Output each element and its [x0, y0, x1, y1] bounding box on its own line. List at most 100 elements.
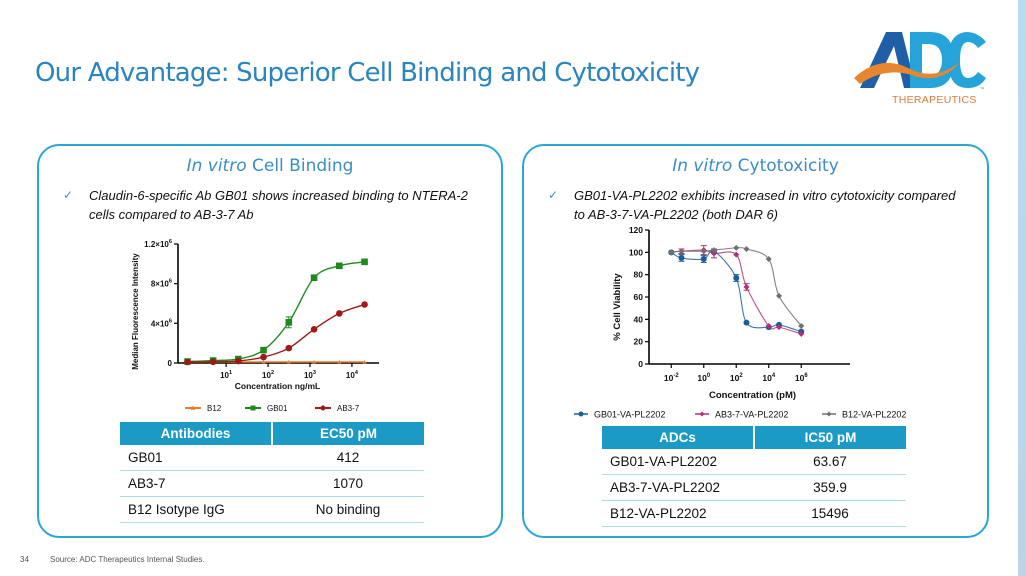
data-point-b12: [286, 360, 291, 364]
source-note: Source: ADC Therapeutics Internal Studie…: [50, 555, 205, 564]
data-point-gb01-va-pl2202: [733, 275, 740, 282]
data-point-ab3-7: [260, 353, 267, 361]
table-row: B12-VA-PL2202 15496: [602, 500, 906, 527]
series-line-ab3-7-va-pl2202: [671, 249, 802, 335]
cell-binding-panel: In vitro Cell Binding ✓ Claudin-6-specif…: [37, 144, 503, 538]
check-icon: ✓: [63, 188, 74, 202]
legend-marker: [699, 411, 705, 417]
data-point-gb01: [336, 262, 343, 270]
bullet-text: Claudin-6-specific Ab GB01 shows increas…: [89, 188, 468, 222]
data-point-b12: [261, 360, 266, 364]
ic50-table: ADCs IC50 pM GB01-VA-PL2202 63.67 AB3-7-V…: [602, 426, 906, 527]
table-cell: GB01: [120, 445, 272, 471]
legend-marker: [190, 405, 196, 410]
cytotoxicity-panel-title: In vitro Cytotoxicity: [524, 156, 987, 176]
table-cell: 63.67: [754, 449, 906, 475]
panel-title-rest: Cell Binding: [246, 156, 354, 176]
data-point-gb01-va-pl2202: [700, 256, 707, 263]
data-point-ab3-7: [336, 310, 343, 317]
page-number: 34: [20, 555, 29, 564]
logo-letter-d: [910, 32, 954, 88]
x-tick-label: 102: [262, 370, 274, 380]
y-tick-label: 1.2×106: [144, 239, 172, 249]
x-tick-label: 104: [346, 370, 359, 380]
data-point-gb01: [310, 274, 318, 282]
data-point-b12: [337, 360, 342, 364]
y-tick-label: 60: [634, 292, 644, 302]
table-header-antibodies: Antibodies: [120, 422, 272, 445]
slide-title: Our Advantage: Superior Cell Binding and…: [35, 58, 700, 88]
y-tick-label: 80: [634, 270, 644, 280]
data-point-b12-va-pl2202: [743, 245, 750, 252]
series-line-gb01-va-pl2202: [670, 250, 802, 333]
data-point-ab3-7-va-pl2202: [733, 251, 740, 258]
cytotoxicity-panel: In vitro Cytotoxicity ✓ GB01-VA-PL2202 e…: [522, 144, 989, 538]
x-tick-label: 102: [730, 373, 743, 383]
table-cell: AB3-7-VA-PL2202: [602, 474, 754, 501]
table-row: GB01 412: [120, 445, 424, 471]
legend-label: AB3-7: [337, 404, 360, 413]
cell-binding-bullet: ✓ Claudin-6-specific Ab GB01 shows incre…: [63, 186, 483, 224]
data-point-ab3-7: [184, 358, 191, 366]
logo-swoosh: [854, 62, 960, 84]
table-cell: No binding: [272, 496, 424, 523]
data-point-ab3-7-va-pl2202: [798, 330, 805, 337]
data-point-b12-va-pl2202: [765, 256, 772, 263]
data-point-gb01-va-pl2202: [678, 254, 685, 261]
x-tick-label: 106: [795, 373, 808, 383]
x-axis-label: Concentration ng/mL: [235, 381, 320, 391]
y-axis-label: % Cell Viability: [612, 273, 623, 341]
table-cell: 1070: [272, 470, 424, 497]
data-point-ab3-7-va-pl2202: [776, 324, 782, 331]
data-point-b12-va-pl2202: [711, 247, 717, 254]
table-row: B12 Isotype IgG No binding: [120, 496, 424, 523]
bullet-text: GB01-VA-PL2202 exhibits increased in vit…: [574, 188, 956, 222]
check-icon: ✓: [548, 188, 559, 202]
legend-label: B12-VA-PL2202: [842, 410, 906, 420]
x-tick-label: 100: [697, 373, 710, 383]
cytotoxicity-bullet: ✓ GB01-VA-PL2202 exhibits increased in v…: [548, 186, 968, 224]
table-header-ec50: EC50 pM: [271, 422, 424, 445]
legend-marker: [826, 411, 832, 417]
y-tick-label: 4×106: [151, 318, 172, 328]
table-row: GB01-VA-PL2202 63.67: [602, 449, 906, 475]
data-point-gb01: [260, 346, 267, 354]
legend-label: B12: [207, 404, 222, 413]
y-tick-label: 40: [634, 314, 644, 324]
data-point-ab3-7: [234, 357, 242, 365]
data-point-ab3-7: [310, 325, 318, 333]
panel-title-rest: Cytotoxicity: [732, 156, 839, 176]
table-row: AB3-7 1070: [120, 470, 424, 497]
table-header-ic50: IC50 pM: [753, 426, 906, 449]
table-cell: AB3-7: [120, 470, 272, 497]
x-tick-label: 101: [220, 370, 232, 380]
legend-label: GB01: [267, 404, 288, 413]
x-tick-label: 104: [762, 373, 775, 383]
data-point-gb01: [285, 319, 293, 326]
panel-title-italic: In vitro: [186, 156, 247, 176]
y-tick-label: 120: [629, 225, 643, 235]
legend-marker: [320, 405, 326, 411]
data-point-ab3-7: [361, 301, 368, 308]
cell-binding-chart: 0 4×106 8×106 1.2×106 101 102 103 104 Concentrat…: [131, 239, 379, 413]
logo-tm: ™: [980, 86, 984, 91]
data-point-b12-va-pl2202: [668, 249, 675, 256]
data-point-b12-va-pl2202: [733, 244, 740, 251]
data-point-ab3-7: [285, 344, 293, 352]
data-point-b12-va-pl2202: [798, 323, 805, 330]
data-point-ab3-7: [209, 358, 217, 366]
x-tick-label: 103: [304, 370, 316, 380]
legend-label: GB01-VA-PL2202: [594, 410, 665, 420]
data-point-gb01: [361, 258, 368, 266]
x-tick-label: 10-2: [664, 373, 679, 383]
table-row: AB3-7-VA-PL2202 359.9: [602, 474, 906, 501]
legend-marker: [578, 411, 584, 417]
data-point-b12-va-pl2202: [700, 248, 707, 255]
y-tick-label: 8×106: [151, 279, 172, 289]
table-cell: 359.9: [754, 474, 906, 501]
legend-label: AB3-7-VA-PL2202: [715, 410, 788, 420]
y-tick-label: 20: [634, 337, 644, 347]
data-point-ab3-7-va-pl2202: [743, 283, 750, 290]
logo-letter-c: [948, 32, 986, 88]
panel-title-italic: In vitro: [672, 156, 733, 176]
